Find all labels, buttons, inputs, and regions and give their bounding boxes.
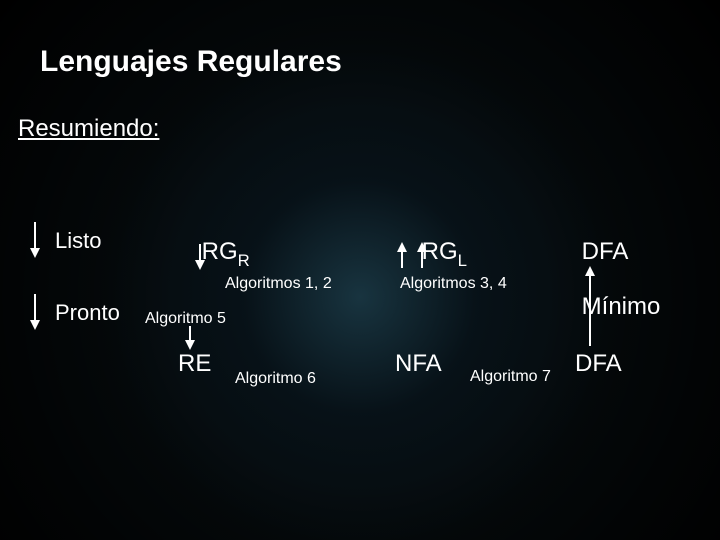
slide-subtitle: Resumiendo: [18,115,159,143]
node-rgl-main: RG [422,238,458,265]
label-alg5: Algoritmo 5 [145,310,226,328]
slide-title: Lenguajes Regulares [40,45,342,79]
label-alg34: Algoritmos 3, 4 [400,275,507,293]
label-alg6: Algoritmo 6 [235,370,316,388]
node-rgl-sub: L [458,251,467,270]
legend-pronto: Pronto [55,300,120,326]
node-rgr-main: RG [202,238,238,265]
legend-listo: Listo [55,228,101,254]
slide-stage: Lenguajes Regulares Resumiendo: Listo Pr… [0,0,720,540]
node-dfam-line2: Mínimo [582,293,661,320]
node-dfa-minimo: DFA Mínimo [555,210,660,348]
node-dfam-line1: DFA [582,238,629,265]
node-re: RE [178,350,211,378]
label-alg12: Algoritmos 1, 2 [225,275,332,293]
label-alg7: Algoritmo 7 [470,368,551,386]
node-dfa: DFA [575,350,622,378]
node-rgr-sub: R [238,251,250,270]
node-nfa: NFA [395,350,442,378]
